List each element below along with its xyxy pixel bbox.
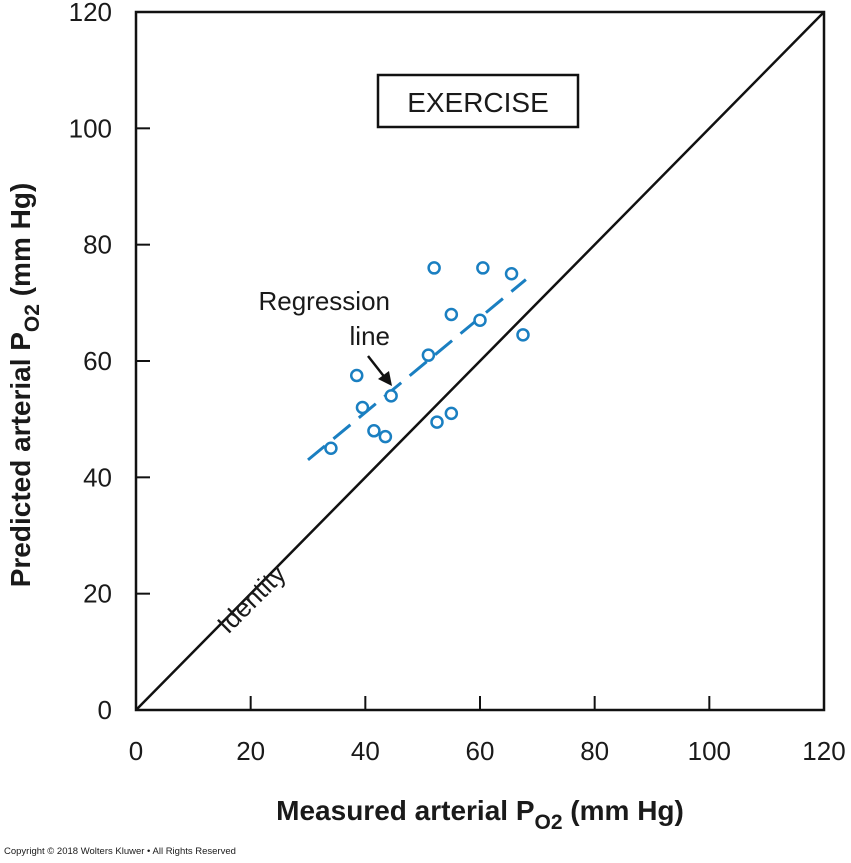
axis-tick-labels: 0 20 40 60 80 100 120 0 20 40 60 80 100 120 xyxy=(69,0,846,766)
identity-line xyxy=(135,11,825,711)
plot-frame xyxy=(134,10,826,712)
y-tick-label: 0 xyxy=(98,695,112,725)
identity-label: Identity xyxy=(211,559,291,639)
regression-arrow xyxy=(367,355,392,386)
data-point xyxy=(378,429,393,444)
panel-label: EXERCISE xyxy=(407,87,549,118)
data-point xyxy=(430,415,444,429)
data-point xyxy=(367,424,381,438)
data-point xyxy=(504,267,519,281)
y-tick-label: 60 xyxy=(83,346,112,376)
y-tick-label: 120 xyxy=(69,0,112,27)
data-point xyxy=(427,261,441,275)
data-point xyxy=(444,406,459,421)
data-point xyxy=(384,389,398,403)
x-tick-label: 40 xyxy=(351,736,380,766)
data-points xyxy=(324,261,530,455)
x-axis-title: Measured arterial PO2 (mm Hg) xyxy=(276,795,684,834)
data-point xyxy=(421,348,436,362)
data-point xyxy=(473,313,487,328)
x-tick-label: 120 xyxy=(802,736,845,766)
data-point xyxy=(476,261,490,275)
y-tick-label: 40 xyxy=(83,462,112,492)
x-tick-label: 0 xyxy=(129,736,143,766)
data-point xyxy=(444,307,459,322)
x-tick-label: 100 xyxy=(688,736,731,766)
x-tick-label: 20 xyxy=(236,736,265,766)
data-point xyxy=(324,441,338,455)
exercise-label-box: EXERCISE xyxy=(376,73,580,129)
copyright-notice: Copyright © 2018 Wolters Kluwer • All Ri… xyxy=(4,846,236,857)
regression-label-line2: line xyxy=(350,321,390,351)
regression-line xyxy=(307,278,527,462)
data-point xyxy=(516,328,530,342)
y-axis-title: Predicted arterial PO2 (mm Hg) xyxy=(5,183,44,588)
y-tick-label: 80 xyxy=(83,230,112,260)
y-tick-label: 100 xyxy=(69,113,112,143)
x-tick-label: 60 xyxy=(466,736,495,766)
data-point xyxy=(349,368,364,383)
regression-label-line1: Regression xyxy=(258,286,390,316)
y-tick-label: 20 xyxy=(83,579,112,609)
data-point xyxy=(355,400,370,415)
x-tick-label: 80 xyxy=(580,736,609,766)
